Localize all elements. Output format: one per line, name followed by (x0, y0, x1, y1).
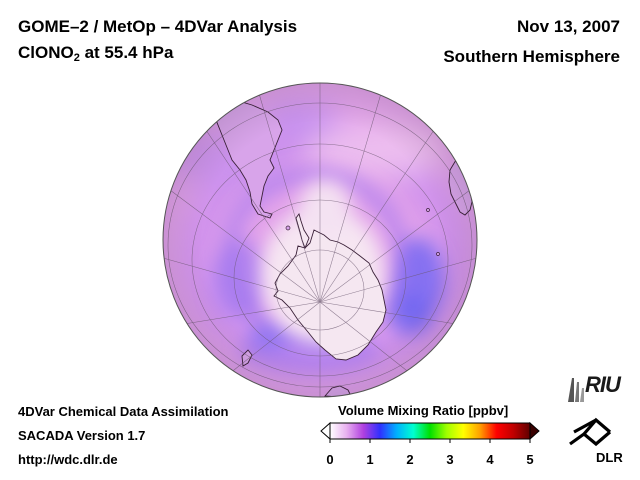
species-level-label: ClONO2 at 55.4 hPa (18, 43, 173, 64)
footer-assimilation: 4DVar Chemical Data Assimilation (18, 404, 229, 419)
footer-version: SACADA Version 1.7 (18, 428, 146, 443)
species-subscript: 2 (73, 52, 80, 64)
colorbar-tick-label: 4 (486, 452, 494, 467)
map-title: GOME–2 / MetOp – 4DVar Analysis (18, 17, 298, 36)
colorbar-over-arrow (529, 421, 540, 441)
dlr-logo-icon (569, 417, 612, 447)
colorbar-tick-label: 3 (446, 452, 454, 467)
colorbar-title: Volume Mixing Ratio [ppbv] (338, 403, 509, 418)
species-name: ClONO (18, 43, 74, 62)
colorbar-tick-label: 0 (326, 452, 334, 467)
globe-map (162, 82, 478, 398)
colorbar-scale (329, 422, 531, 440)
dlr-logo-text: DLR (596, 450, 623, 465)
footer-url[interactable]: http://wdc.dlr.de (18, 452, 118, 467)
globe-outline (162, 82, 478, 398)
colorbar (320, 421, 540, 443)
pressure-level: at 55.4 hPa (79, 43, 174, 62)
analysis-date: Nov 13, 2007 (516, 17, 620, 36)
riu-logo-icon (568, 378, 584, 402)
colorbar-under-arrow (320, 421, 331, 441)
riu-logo-text: RIU (585, 372, 621, 397)
colorbar-tick-label: 1 (366, 452, 374, 467)
colorbar-tick-label: 5 (526, 452, 534, 467)
hemisphere-label: Southern Hemisphere (443, 47, 620, 66)
colorbar-tick-label: 2 (406, 452, 414, 467)
